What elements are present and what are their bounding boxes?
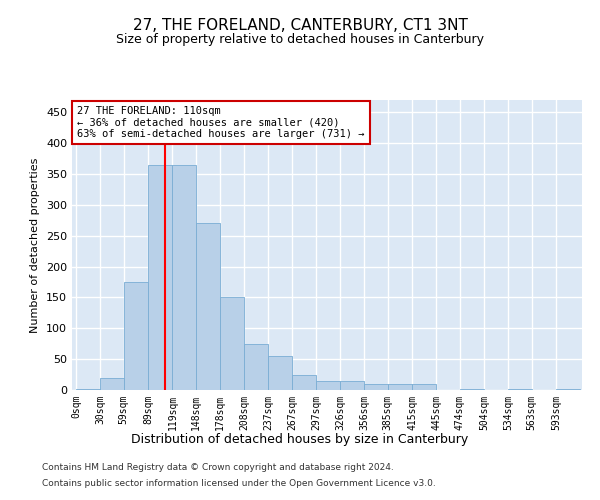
- Bar: [148, 165, 172, 390]
- Bar: [316, 380, 340, 390]
- Bar: [412, 384, 436, 390]
- Bar: [196, 224, 220, 390]
- Bar: [388, 384, 412, 390]
- Bar: [460, 389, 484, 390]
- Bar: [292, 374, 316, 390]
- Bar: [172, 165, 196, 390]
- Bar: [76, 389, 100, 390]
- Bar: [340, 380, 364, 390]
- Bar: [220, 298, 244, 390]
- Text: Size of property relative to detached houses in Canterbury: Size of property relative to detached ho…: [116, 32, 484, 46]
- Text: 27, THE FORELAND, CANTERBURY, CT1 3NT: 27, THE FORELAND, CANTERBURY, CT1 3NT: [133, 18, 467, 32]
- Text: Contains HM Land Registry data © Crown copyright and database right 2024.: Contains HM Land Registry data © Crown c…: [42, 464, 394, 472]
- Bar: [268, 356, 292, 390]
- Text: Contains public sector information licensed under the Open Government Licence v3: Contains public sector information licen…: [42, 478, 436, 488]
- Text: 27 THE FORELAND: 110sqm
← 36% of detached houses are smaller (420)
63% of semi-d: 27 THE FORELAND: 110sqm ← 36% of detache…: [77, 106, 365, 139]
- Y-axis label: Number of detached properties: Number of detached properties: [31, 158, 40, 332]
- Bar: [556, 389, 580, 390]
- Bar: [100, 378, 124, 390]
- Bar: [508, 389, 532, 390]
- Bar: [124, 282, 148, 390]
- Bar: [364, 384, 388, 390]
- Text: Distribution of detached houses by size in Canterbury: Distribution of detached houses by size …: [131, 432, 469, 446]
- Bar: [244, 344, 268, 390]
